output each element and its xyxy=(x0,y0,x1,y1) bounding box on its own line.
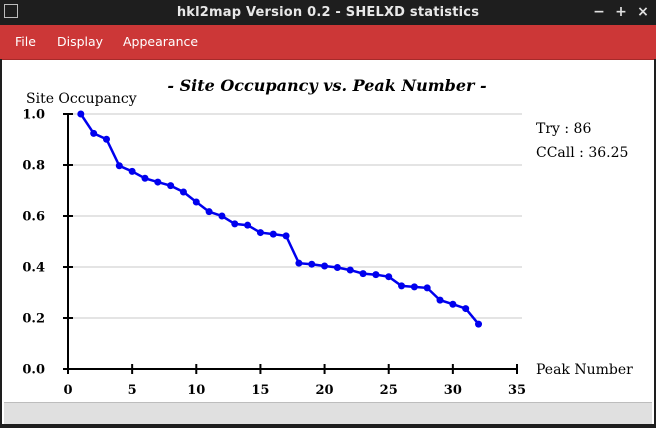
data-point xyxy=(231,220,239,228)
data-point xyxy=(269,230,277,238)
data-point xyxy=(218,212,226,220)
data-point xyxy=(359,270,367,278)
x-tick-label: 20 xyxy=(316,383,334,398)
x-tick-label: 0 xyxy=(63,383,72,398)
data-point xyxy=(475,320,483,328)
data-point xyxy=(308,260,316,268)
x-tick-label: 25 xyxy=(380,383,398,398)
window-border-left xyxy=(0,59,2,428)
y-tick-label: 0.8 xyxy=(22,159,45,174)
y-axis-label: Site Occupancy xyxy=(26,91,137,107)
data-point xyxy=(179,188,187,196)
y-tick-label: 1.0 xyxy=(22,108,45,123)
data-point xyxy=(256,229,264,237)
ccall-stat: CCall : 36.25 xyxy=(536,145,628,161)
x-tick-label: 30 xyxy=(444,383,462,398)
data-point xyxy=(167,182,175,190)
plot-area: - Site Occupancy vs. Peak Number - Site … xyxy=(0,60,656,401)
data-point xyxy=(449,300,457,308)
data-point xyxy=(102,135,110,143)
x-axis-label: Peak Number xyxy=(536,362,633,378)
menu-file[interactable]: File xyxy=(15,34,36,49)
data-point xyxy=(346,266,354,274)
data-point xyxy=(321,262,329,270)
data-point xyxy=(128,167,136,175)
y-tick-label: 0.0 xyxy=(22,363,45,378)
data-point xyxy=(205,208,213,216)
y-tick-label: 0.6 xyxy=(22,210,45,225)
data-point xyxy=(398,282,406,290)
minimize-button[interactable]: − xyxy=(593,4,605,20)
maximize-button[interactable]: + xyxy=(615,4,627,20)
data-point xyxy=(462,305,470,313)
window-border-right xyxy=(654,59,656,428)
menu-display[interactable]: Display xyxy=(57,34,104,49)
data-point xyxy=(244,221,252,229)
data-point xyxy=(436,296,444,304)
data-point xyxy=(141,174,149,182)
x-tick-label: 10 xyxy=(187,383,205,398)
x-tick-label: 5 xyxy=(128,383,137,398)
data-point xyxy=(77,110,85,118)
menu-appearance[interactable]: Appearance xyxy=(123,34,199,49)
x-tick-label: 15 xyxy=(251,383,269,398)
y-tick-label: 0.2 xyxy=(22,312,45,327)
close-button[interactable]: × xyxy=(637,4,649,20)
data-point xyxy=(295,259,303,267)
menu-bar: File Display Appearance xyxy=(0,25,656,60)
data-point xyxy=(333,264,341,272)
y-tick-label: 0.4 xyxy=(22,261,45,276)
try-stat: Try : 86 xyxy=(536,121,591,137)
data-point xyxy=(154,178,162,186)
data-point xyxy=(410,283,418,291)
data-point xyxy=(385,273,393,281)
series-line xyxy=(79,113,480,325)
window-title: hkl2map Version 0.2 - SHELXD statistics xyxy=(176,5,480,20)
data-point xyxy=(423,284,431,292)
data-point xyxy=(372,271,380,279)
title-bar: hkl2map Version 0.2 - SHELXD statistics … xyxy=(0,0,656,25)
data-point xyxy=(192,198,200,206)
data-point xyxy=(282,232,290,240)
data-point xyxy=(115,162,123,170)
status-bar xyxy=(4,402,652,425)
x-tick-label: 35 xyxy=(508,383,526,398)
window-border-bottom xyxy=(0,424,656,428)
window-menu-icon[interactable] xyxy=(4,4,18,18)
occupancy-chart: - Site Occupancy vs. Peak Number - Site … xyxy=(22,76,633,398)
data-point xyxy=(90,129,98,137)
chart-title: - Site Occupancy vs. Peak Number - xyxy=(167,76,486,95)
